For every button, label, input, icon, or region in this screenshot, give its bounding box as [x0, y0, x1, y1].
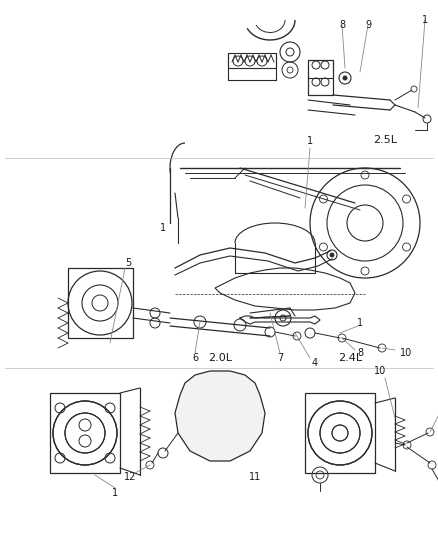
- Text: 1: 1: [422, 15, 428, 25]
- Text: 1: 1: [160, 223, 166, 233]
- Circle shape: [330, 253, 334, 257]
- Text: 2.5L: 2.5L: [373, 135, 397, 145]
- Text: 5: 5: [125, 258, 131, 268]
- Polygon shape: [215, 268, 355, 310]
- Bar: [228, 53, 276, 68]
- Text: 8: 8: [357, 348, 363, 358]
- Text: 1: 1: [307, 136, 313, 146]
- Text: 10: 10: [374, 366, 386, 376]
- Text: 2.0L: 2.0L: [208, 353, 232, 363]
- Text: 7: 7: [277, 353, 283, 363]
- Circle shape: [343, 76, 347, 80]
- Text: 1: 1: [112, 488, 118, 498]
- Text: 4: 4: [312, 358, 318, 368]
- Text: 2.4L: 2.4L: [338, 353, 362, 363]
- Polygon shape: [175, 371, 265, 461]
- Text: 9: 9: [365, 20, 371, 30]
- Text: 8: 8: [339, 20, 345, 30]
- Bar: [305, 393, 375, 473]
- Bar: [68, 268, 133, 338]
- Text: 1: 1: [357, 318, 363, 328]
- Text: 12: 12: [124, 472, 136, 482]
- Bar: [50, 393, 120, 473]
- Bar: [308, 60, 333, 95]
- Text: 10: 10: [400, 348, 412, 358]
- Text: 11: 11: [249, 472, 261, 482]
- Text: 6: 6: [192, 353, 198, 363]
